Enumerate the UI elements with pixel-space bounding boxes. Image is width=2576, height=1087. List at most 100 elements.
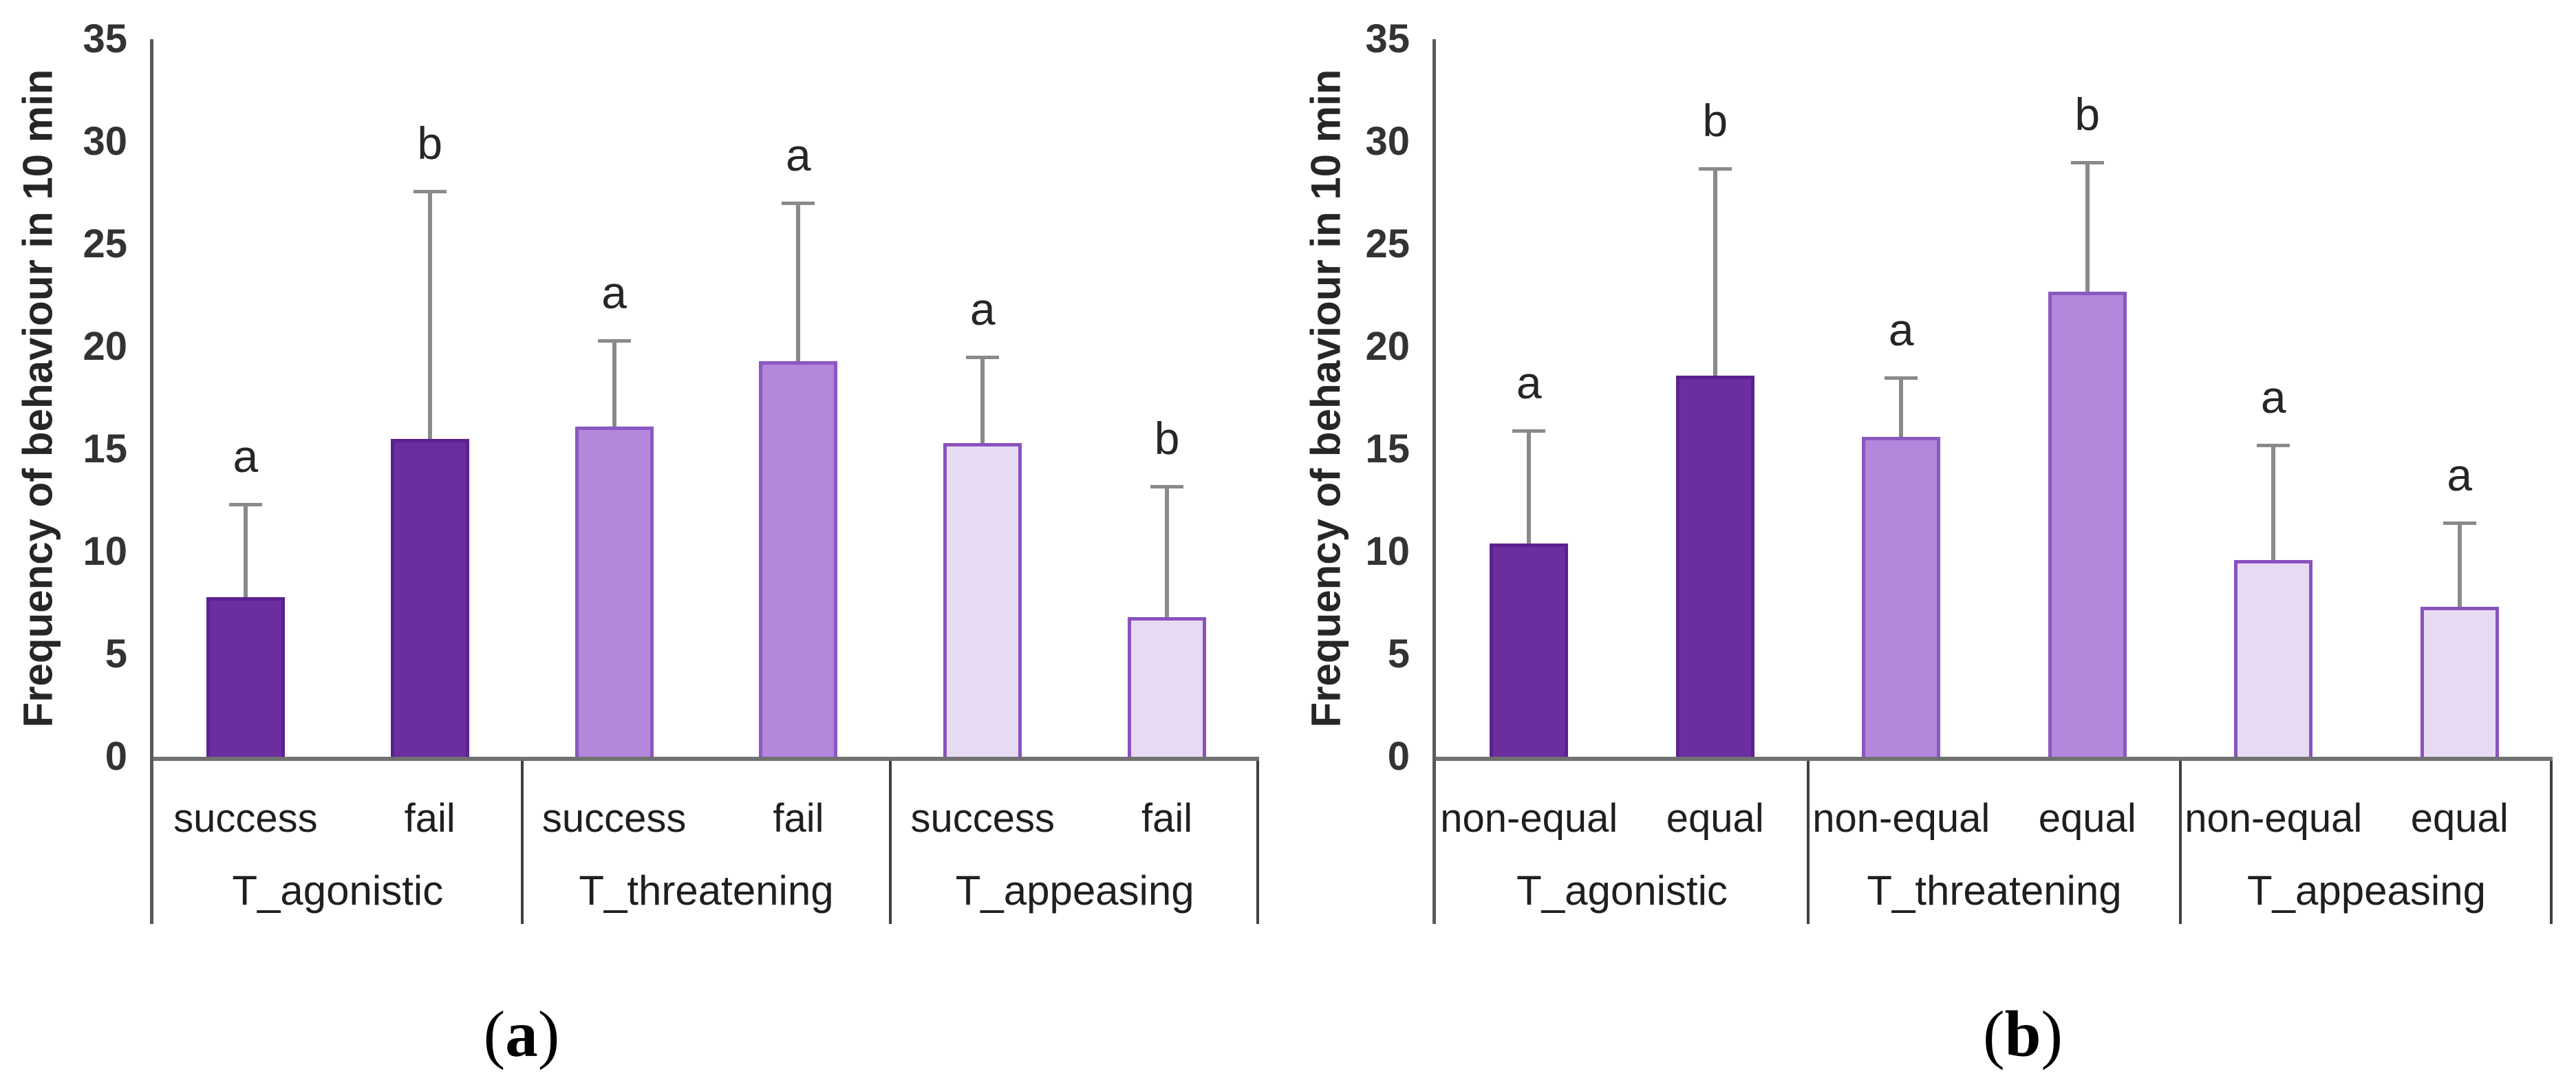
error-bar-stem [2457, 523, 2462, 616]
group-separator [2179, 757, 2182, 924]
error-bar-stem [243, 504, 248, 605]
significance-letter: a [233, 431, 259, 482]
group-label: T_appeasing [2247, 868, 2486, 914]
group-label: T_threatening [1867, 868, 2122, 914]
condition-label: equal [2410, 796, 2509, 841]
error-bar-cap [2070, 160, 2104, 164]
group-label: T_agonistic [1516, 868, 1728, 914]
error-bar-cap [228, 503, 262, 507]
error-bar-stem [1165, 486, 1170, 626]
condition-label: success [541, 796, 687, 841]
y-axis-title: Frequency of behaviour in 10 min [14, 69, 61, 727]
bar [1128, 617, 1207, 757]
error-bar-cap [782, 202, 815, 206]
group-label: T_threatening [579, 868, 834, 914]
error-bar-cap [597, 339, 631, 343]
y-tick-label: 25 [83, 222, 127, 266]
error-bar-cap [2257, 444, 2290, 448]
y-tick-label: 5 [1387, 632, 1410, 676]
bar [1862, 437, 1941, 757]
condition-label: non-equal [2185, 796, 2363, 841]
y-axis-title: Frequency of behaviour in 10 min [1302, 69, 1349, 727]
error-bar-stem [1527, 431, 1532, 552]
condition-label: non-equal [1812, 796, 1990, 841]
condition-label: equal [1666, 796, 1764, 841]
group-separator [889, 757, 892, 924]
bar [759, 360, 838, 757]
significance-letter: a [786, 129, 811, 181]
y-tick-label: 30 [1365, 119, 1410, 164]
significance-letter: b [1154, 412, 1180, 464]
y-tick-label: 35 [83, 17, 127, 61]
error-bar-stem [2085, 162, 2090, 300]
y-tick-label: 20 [83, 324, 127, 369]
y-tick-label: 0 [105, 734, 127, 779]
condition-label: fail [773, 796, 824, 841]
panel-caption: (a) [483, 998, 560, 1070]
group-separator [2550, 757, 2553, 924]
y-axis-line [150, 39, 153, 924]
group-label: T_appeasing [955, 868, 1194, 914]
significance-letter: a [2260, 372, 2286, 423]
group-separator [520, 757, 524, 924]
condition-label: equal [2038, 796, 2136, 841]
bar [390, 439, 469, 757]
y-tick-label: 20 [1365, 324, 1410, 369]
bar [206, 596, 285, 757]
bar [575, 427, 654, 757]
bar [1490, 544, 1569, 757]
group-separator [1256, 757, 1259, 924]
significance-letter: b [417, 117, 443, 169]
panel-caption-letter: b [2004, 998, 2041, 1070]
bar [943, 443, 1022, 757]
bar [1675, 375, 1754, 757]
significance-letter: a [601, 267, 627, 319]
group-label: T_agonistic [232, 868, 444, 914]
error-bar-stem [2271, 445, 2276, 568]
y-tick-label: 15 [1365, 427, 1410, 471]
error-bar-stem [1899, 377, 1904, 446]
y-tick-label: 30 [83, 119, 127, 164]
error-bar-stem [612, 341, 616, 435]
error-bar-cap [1698, 166, 1732, 171]
condition-label: success [173, 796, 318, 841]
error-bar-cap [1512, 429, 1546, 433]
significance-letter: a [1516, 357, 1542, 409]
bar [2420, 607, 2499, 757]
significance-letter: b [1702, 94, 1728, 146]
y-tick-label: 10 [83, 529, 127, 574]
y-axis-line [1432, 39, 1436, 924]
significance-letter: b [2074, 88, 2101, 140]
group-separator [1807, 757, 1810, 924]
error-bar-cap [2443, 521, 2476, 526]
y-tick-label: 5 [105, 632, 127, 676]
condition-label: non-equal [1440, 796, 1618, 841]
panel-caption: (b) [1982, 998, 2063, 1070]
condition-label: fail [1141, 796, 1193, 841]
error-bar-cap [1150, 484, 1184, 488]
x-axis-line [1436, 757, 2553, 761]
significance-letter: a [1888, 303, 1914, 355]
bar [2048, 291, 2127, 757]
x-axis-line [153, 757, 1259, 761]
error-bar-stem [796, 203, 801, 369]
significance-letter: a [2447, 449, 2473, 501]
error-bar-stem [980, 356, 985, 452]
y-tick-label: 0 [1387, 734, 1410, 779]
y-tick-label: 35 [1365, 17, 1410, 61]
y-tick-label: 10 [1365, 529, 1410, 574]
error-bar-stem [427, 191, 432, 448]
error-bar-cap [413, 189, 447, 193]
bar [2234, 559, 2313, 757]
significance-letter: a [969, 283, 996, 334]
y-tick-label: 25 [1365, 222, 1410, 266]
error-bar-stem [1713, 168, 1717, 384]
y-tick-label: 15 [83, 427, 127, 471]
error-bar-cap [1885, 376, 1918, 380]
panel-caption-letter: a [505, 998, 538, 1070]
condition-label: success [910, 796, 1055, 841]
error-bar-cap [966, 355, 1000, 359]
condition-label: fail [404, 796, 455, 841]
